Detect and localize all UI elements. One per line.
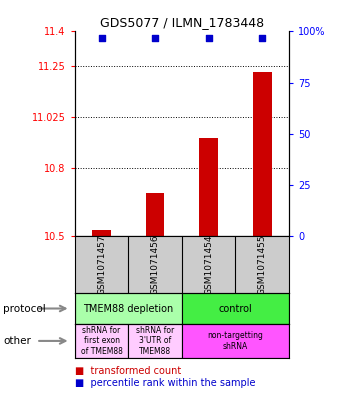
Text: GSM1071457: GSM1071457 (97, 234, 106, 295)
Point (259, 35, 265, 41)
Bar (75, 293, 182, 324)
Title: GDS5077 / ILMN_1783448: GDS5077 / ILMN_1783448 (100, 16, 264, 29)
Text: other: other (3, 336, 31, 346)
Text: GSM1071455: GSM1071455 (258, 234, 267, 295)
Text: ■  percentile rank within the sample: ■ percentile rank within the sample (75, 378, 255, 388)
Text: GSM1071454: GSM1071454 (204, 234, 213, 294)
Text: shRNA for
3'UTR of
TMEM88: shRNA for 3'UTR of TMEM88 (136, 326, 174, 356)
Bar (129, 324, 182, 358)
Bar (146, 193, 165, 236)
Bar (92, 230, 111, 236)
Text: non-targetting
shRNA: non-targetting shRNA (207, 331, 264, 351)
Bar (182, 324, 289, 358)
Text: protocol: protocol (3, 303, 46, 314)
Text: ■  transformed count: ■ transformed count (75, 366, 181, 376)
Point (152, 35, 158, 41)
Point (99, 35, 104, 41)
Text: GSM1071456: GSM1071456 (151, 234, 159, 295)
Point (206, 35, 211, 41)
Bar (199, 138, 218, 236)
Bar (75, 324, 129, 358)
Text: shRNA for
first exon
of TMEM88: shRNA for first exon of TMEM88 (81, 326, 122, 356)
Bar (253, 72, 272, 236)
Text: control: control (219, 303, 252, 314)
Bar (182, 293, 289, 324)
Text: TMEM88 depletion: TMEM88 depletion (83, 303, 173, 314)
